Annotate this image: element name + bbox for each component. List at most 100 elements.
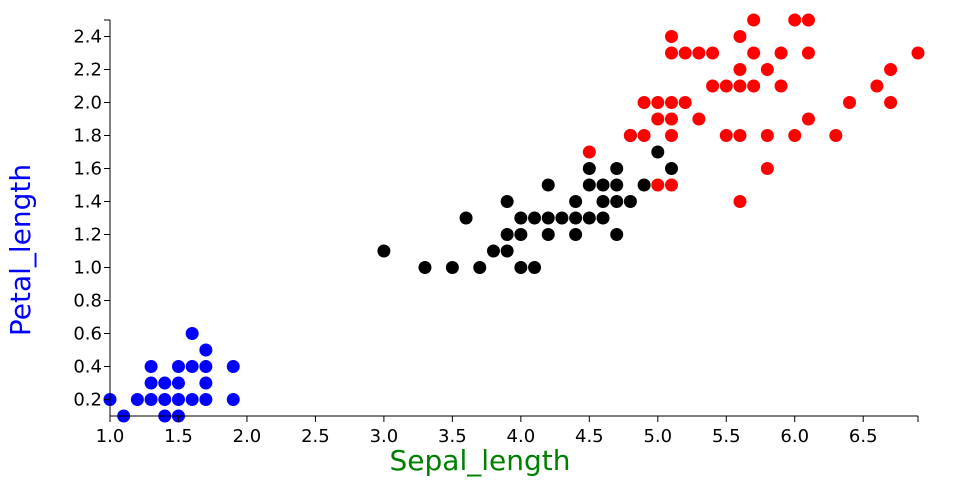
data-point-virginica <box>733 30 747 43</box>
y-tick-label: 0.2 <box>73 390 102 411</box>
data-point-versicolor <box>514 228 528 241</box>
data-point-virginica <box>911 46 925 60</box>
data-point-virginica <box>843 96 857 109</box>
data-point-setosa <box>185 393 199 406</box>
data-point-versicolor <box>377 244 391 258</box>
data-point-virginica <box>692 46 706 60</box>
y-tick-label: 1.8 <box>73 126 102 147</box>
axes-layer: 1.0 1.5 2.0 2.5 3.0 3.5 4.0 4.5 5.0 5.5 6.0 6.5 0.2 0… <box>73 19 919 447</box>
data-point-versicolor <box>651 145 665 159</box>
data-point-setosa <box>158 393 172 406</box>
points-layer <box>103 13 925 423</box>
data-point-versicolor <box>610 195 624 208</box>
data-point-setosa <box>199 393 213 406</box>
data-point-virginica <box>637 129 651 142</box>
data-point-setosa <box>199 376 213 390</box>
y-tick-label: 0.8 <box>73 291 102 312</box>
data-point-versicolor <box>596 211 610 225</box>
data-point-virginica <box>788 13 802 27</box>
x-tick-label: 2.5 <box>301 426 330 447</box>
data-point-versicolor <box>541 178 555 192</box>
data-point-virginica <box>692 112 706 126</box>
x-tick-label: 5.0 <box>643 426 672 447</box>
data-point-setosa <box>130 393 144 406</box>
data-point-virginica <box>774 46 788 60</box>
data-point-virginica <box>870 79 884 93</box>
x-tick-label: 1.5 <box>164 426 193 447</box>
y-tick-label: 2.4 <box>73 27 102 48</box>
data-point-virginica <box>829 129 843 142</box>
data-point-virginica <box>747 46 761 60</box>
data-point-setosa <box>171 393 185 406</box>
data-point-setosa <box>226 393 240 406</box>
data-point-virginica <box>733 195 747 208</box>
data-point-setosa <box>226 360 240 373</box>
y-tick-label: 1.6 <box>73 159 102 180</box>
x-axis-title: Sepal_length <box>390 444 571 477</box>
data-point-versicolor <box>610 178 624 192</box>
data-point-virginica <box>664 178 678 192</box>
data-point-virginica <box>664 30 678 43</box>
data-point-virginica <box>733 129 747 142</box>
data-point-versicolor <box>514 211 528 225</box>
data-point-versicolor <box>500 228 514 241</box>
data-point-virginica <box>651 112 665 126</box>
data-point-virginica <box>637 96 651 109</box>
data-point-setosa <box>199 343 213 357</box>
data-point-versicolor <box>664 162 678 175</box>
x-tick-label: 4.0 <box>507 426 536 447</box>
x-tick-label: 3.0 <box>370 426 399 447</box>
data-point-versicolor <box>528 261 542 274</box>
data-point-versicolor <box>541 211 555 225</box>
y-tick-label: 0.4 <box>73 357 102 378</box>
data-point-versicolor <box>582 211 596 225</box>
data-point-virginica <box>582 145 596 159</box>
data-point-versicolor <box>596 178 610 192</box>
data-point-versicolor <box>569 228 583 241</box>
data-point-setosa <box>144 360 158 373</box>
data-point-virginica <box>801 112 815 126</box>
data-point-virginica <box>664 96 678 109</box>
data-point-versicolor <box>623 195 637 208</box>
data-point-versicolor <box>582 178 596 192</box>
data-point-setosa <box>171 360 185 373</box>
data-point-virginica <box>719 129 733 142</box>
data-point-virginica <box>788 129 802 142</box>
y-tick-label: 0.6 <box>73 324 102 345</box>
data-point-versicolor <box>514 261 528 274</box>
data-point-virginica <box>760 63 774 76</box>
data-point-versicolor <box>486 244 500 258</box>
data-point-setosa <box>185 327 199 340</box>
data-point-virginica <box>706 46 720 60</box>
data-point-virginica <box>664 46 678 60</box>
data-point-versicolor <box>596 195 610 208</box>
data-point-versicolor <box>418 261 432 274</box>
data-point-setosa <box>199 360 213 373</box>
data-point-versicolor <box>445 261 459 274</box>
x-tick-label: 1.0 <box>96 426 125 447</box>
x-tick-label: 6.0 <box>780 426 809 447</box>
x-tick-label: 2.0 <box>233 426 262 447</box>
data-point-setosa <box>185 360 199 373</box>
data-point-setosa <box>158 376 172 390</box>
data-point-virginica <box>733 63 747 76</box>
data-point-versicolor <box>500 195 514 208</box>
data-point-versicolor <box>569 211 583 225</box>
data-point-virginica <box>651 178 665 192</box>
data-point-versicolor <box>541 228 555 241</box>
data-point-virginica <box>884 63 898 76</box>
data-point-versicolor <box>610 162 624 175</box>
data-point-virginica <box>678 46 692 60</box>
data-point-virginica <box>678 96 692 109</box>
data-point-setosa <box>144 376 158 390</box>
data-point-virginica <box>747 79 761 93</box>
data-point-virginica <box>884 96 898 109</box>
data-point-virginica <box>733 79 747 93</box>
x-tick-label: 4.5 <box>575 426 604 447</box>
data-point-versicolor <box>500 244 514 258</box>
data-point-versicolor <box>582 162 596 175</box>
y-axis-title: Petal_length <box>4 164 37 336</box>
data-point-virginica <box>664 112 678 126</box>
